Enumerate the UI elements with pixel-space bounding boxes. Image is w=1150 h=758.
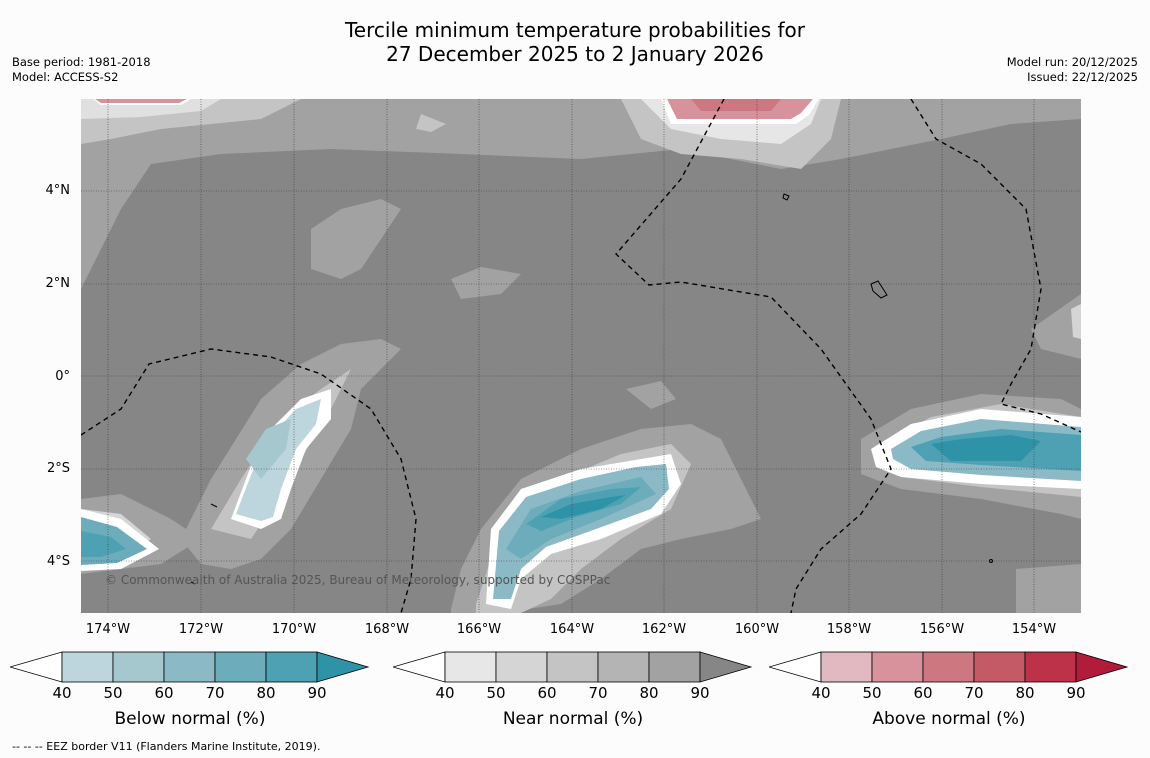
colorbar-tick-label: 50 [103, 684, 123, 702]
model-name: Model: ACCESS-S2 [12, 70, 119, 84]
colorbar-segment [597, 651, 650, 683]
colorbar-segment [163, 651, 216, 683]
colorbar-segment [820, 651, 873, 683]
colorbar-below-normal [10, 651, 370, 683]
colorbar-above-normal [769, 651, 1129, 683]
eez-footnote: -- -- -- EEZ border V11 (Flanders Marine… [12, 740, 321, 753]
graticule [81, 99, 1081, 613]
colorbar-arrow-high [1075, 651, 1129, 683]
colorbar-tick-label: 70 [588, 684, 608, 702]
colorbar-tick-label: 60 [154, 684, 174, 702]
colorbar-segment [973, 651, 1026, 683]
map-title: Tercile minimum temperature probabilitie… [0, 18, 1150, 66]
above-normal-regions [93, 99, 819, 124]
lon-label-172w: 172°W [178, 622, 224, 637]
lon-label-166w: 166°W [456, 622, 502, 637]
lon-label-160w: 160°W [734, 622, 780, 637]
model-run: Model run: 20/12/2025 [1006, 55, 1138, 69]
colorbar-segment [871, 651, 924, 683]
lat-label-4n: 4°N [45, 183, 71, 198]
issued-date: Issued: 22/12/2025 [1027, 70, 1138, 84]
colorbar-near-normal [393, 651, 753, 683]
colorbar-tick-label: 70 [964, 684, 984, 702]
colorbar-segment [61, 651, 114, 683]
colorbar-segment [214, 651, 267, 683]
title-line-2: 27 December 2025 to 2 January 2026 [386, 42, 764, 66]
colorbar-tick-label: 90 [1066, 684, 1086, 702]
lon-label-158w: 158°W [826, 622, 872, 637]
colorbar-tick-label: 80 [639, 684, 659, 702]
lat-label-4s: 4°S [46, 554, 70, 569]
base-period: Base period: 1981-2018 [12, 55, 151, 69]
lon-label-154w: 154°W [1011, 622, 1057, 637]
lon-label-174w: 174°W [85, 622, 131, 637]
lat-label-2s: 2°S [46, 461, 70, 476]
colorbar-tick-label: 70 [205, 684, 225, 702]
eez-borders [81, 99, 1081, 613]
colorbar-tick-label: 40 [435, 684, 455, 702]
colorbar-segment [648, 651, 701, 683]
colorbar-arrow-high [699, 651, 753, 683]
lon-label-168w: 168°W [364, 622, 410, 637]
colorbar-segment [546, 651, 599, 683]
colorbar-tick-label: 50 [862, 684, 882, 702]
colorbar-tick-label: 60 [537, 684, 557, 702]
islands [190, 193, 993, 585]
colorbar-label-below: Below normal (%) [114, 709, 266, 729]
colorbar-tick-label: 80 [1015, 684, 1035, 702]
copyright-notice: © Commonwealth of Australia 2025, Bureau… [105, 573, 611, 587]
lat-label-0: 0° [55, 369, 70, 384]
colorbar-tick-label: 90 [690, 684, 710, 702]
colorbar-label-near: Near normal (%) [502, 709, 644, 729]
lon-label-162w: 162°W [641, 622, 687, 637]
colorbar-segment [112, 651, 165, 683]
colorbar-tick-label: 50 [486, 684, 506, 702]
colorbar-arrow-low [769, 651, 822, 683]
colorbar-tick-label: 40 [811, 684, 831, 702]
lon-label-164w: 164°W [549, 622, 595, 637]
lon-label-170w: 170°W [271, 622, 317, 637]
colorbar-label-above: Above normal (%) [872, 709, 1026, 729]
meta-left: Base period: 1981-2018 Model: ACCESS-S2 [12, 55, 151, 85]
lon-label-156w: 156°W [919, 622, 965, 637]
colorbar-segment [495, 651, 548, 683]
colorbar-segment [265, 651, 318, 683]
map-panel[interactable]: © Commonwealth of Australia 2025, Bureau… [81, 99, 1081, 613]
below-normal-regions [81, 389, 1081, 609]
colorbar-arrow-high [316, 651, 370, 683]
colorbar-tick-label: 90 [307, 684, 327, 702]
colorbar-arrow-low [393, 651, 446, 683]
lat-label-2n: 2°N [45, 276, 71, 291]
colorbar-tick-label: 60 [913, 684, 933, 702]
colorbar-tick-label: 80 [256, 684, 276, 702]
colorbar-segment [922, 651, 975, 683]
colorbar-segment [1024, 651, 1077, 683]
colorbar-arrow-low [10, 651, 63, 683]
meta-right: Model run: 20/12/2025 Issued: 22/12/2025 [1007, 55, 1138, 85]
map-canvas [81, 99, 1081, 613]
colorbar-tick-label: 40 [52, 684, 72, 702]
title-line-1: Tercile minimum temperature probabilitie… [344, 18, 806, 42]
colorbar-segment [444, 651, 497, 683]
